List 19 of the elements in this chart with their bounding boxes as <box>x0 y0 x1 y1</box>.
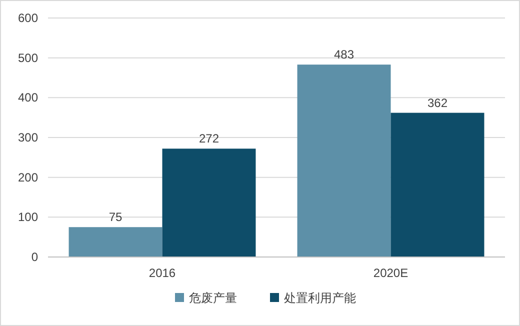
y-tick-label: 500 <box>18 50 38 65</box>
x-tick-label: 2016 <box>148 266 176 280</box>
y-tick-label: 100 <box>18 210 38 224</box>
y-tick-label: 300 <box>18 130 38 144</box>
data-label: 272 <box>198 132 220 146</box>
data-label: 362 <box>427 96 448 110</box>
x-tick-label: 2020E <box>373 266 408 280</box>
y-tick-label: 400 <box>18 90 38 105</box>
y-tick-label: 600 <box>18 11 38 25</box>
data-label: 75 <box>108 210 123 224</box>
y-tick-label: 0 <box>31 250 38 264</box>
bar <box>297 64 391 257</box>
y-tick-label: 200 <box>18 170 38 184</box>
bar <box>68 227 162 257</box>
legend-label: 处置利用产能 <box>284 291 356 305</box>
bar <box>162 148 256 257</box>
legend-label: 危废产量 <box>189 291 237 305</box>
data-label: 483 <box>334 48 354 62</box>
bar <box>390 112 484 257</box>
